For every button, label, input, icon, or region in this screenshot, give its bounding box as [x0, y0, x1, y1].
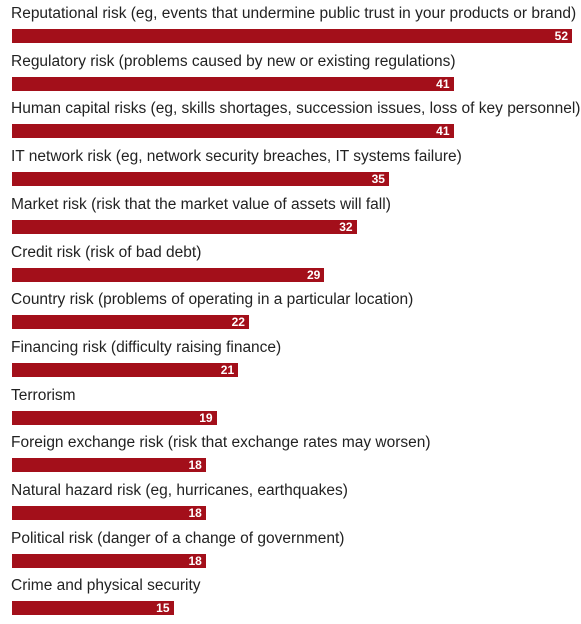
bar-value-label: 41 [436, 124, 450, 139]
category-label: Financing risk (difficulty raising finan… [11, 338, 282, 356]
bar-value-label: 41 [436, 76, 450, 91]
bar: 29 [12, 267, 325, 282]
chart-row: Market risk (risk that the market value … [0, 195, 581, 243]
bar: 41 [12, 76, 454, 91]
category-label: Regulatory risk (problems caused by new … [11, 52, 456, 70]
category-label: Foreign exchange risk (risk that exchang… [11, 434, 431, 452]
chart-row: Foreign exchange risk (risk that exchang… [0, 433, 581, 481]
bar: 18 [12, 458, 206, 473]
chart-row: Credit risk (risk of bad debt) 29 [0, 243, 581, 291]
category-label: Credit risk (risk of bad debt) [11, 243, 202, 261]
bar-value-label: 32 [339, 219, 353, 234]
chart-row: Human capital risks (eg, skills shortage… [0, 99, 581, 147]
bar-value-label: 21 [220, 362, 235, 377]
bar: 35 [12, 172, 389, 187]
bar-value-label: 29 [306, 267, 321, 282]
bar: 22 [12, 315, 249, 330]
category-label: Market risk (risk that the market value … [11, 195, 391, 213]
chart-row: Regulatory risk (problems caused by new … [0, 52, 581, 100]
bar-value-label: 22 [231, 315, 245, 330]
bar: 41 [12, 124, 454, 139]
chart-row: Terrorism 19 [0, 386, 581, 434]
category-label: IT network risk (eg, network security br… [11, 148, 462, 166]
category-label: Country risk (problems of operating in a… [11, 291, 414, 309]
bar: 18 [12, 553, 206, 568]
chart-row: Natural hazard risk (eg, hurricanes, ear… [0, 481, 581, 529]
chart-row: Reputational risk (eg, events that under… [0, 4, 581, 52]
category-label: Natural hazard risk (eg, hurricanes, ear… [11, 482, 348, 499]
category-label: Reputational risk (eg, events that under… [11, 5, 577, 22]
bar-value-label: 18 [188, 458, 202, 473]
chart-row: Crime and physical security 15 [0, 576, 581, 624]
bar-value-label: 52 [554, 29, 568, 43]
bar: 19 [12, 410, 217, 425]
category-label: Crime and physical security [11, 577, 201, 595]
bar-value-label: 19 [199, 410, 213, 425]
category-label: Human capital risks (eg, skills shortage… [11, 100, 581, 118]
chart-row: Financing risk (difficulty raising finan… [0, 338, 581, 386]
bar: 21 [12, 362, 239, 377]
bar-value-label: 18 [188, 553, 202, 568]
bar: 52 [12, 29, 572, 43]
bar: 32 [12, 219, 357, 234]
chart-row: IT network risk (eg, network security br… [0, 147, 581, 195]
bar: 18 [12, 506, 206, 520]
chart-row: Political risk (danger of a change of go… [0, 529, 581, 577]
category-label: Terrorism [11, 386, 76, 404]
category-label: Political risk (danger of a change of go… [11, 529, 345, 547]
bar-value-label: 18 [188, 506, 202, 520]
bar: 15 [12, 601, 174, 616]
bar-value-label: 15 [156, 601, 170, 616]
chart-row: Country risk (problems of operating in a… [0, 290, 581, 338]
bar-value-label: 35 [371, 172, 385, 187]
